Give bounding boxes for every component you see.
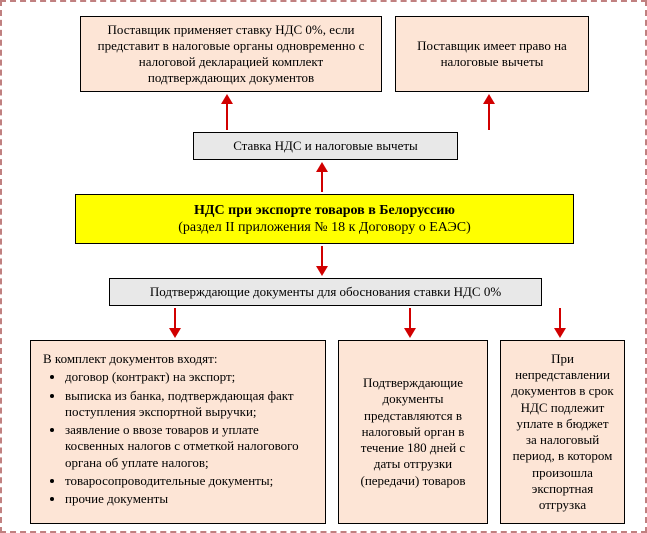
- arrow: [404, 308, 416, 338]
- arrow: [316, 246, 328, 276]
- list-item: товаросопроводительные документы;: [65, 473, 313, 489]
- main-title: НДС при экспорте товаров в Белоруссию: [86, 202, 563, 220]
- diagram-canvas: Поставщик применяет ставку НДС 0%, если …: [0, 0, 647, 533]
- arrow: [169, 308, 181, 338]
- node-main: НДС при экспорте товаров в Белоруссию (р…: [75, 194, 574, 244]
- node-rate-deduct: Ставка НДС и налоговые вычеты: [193, 132, 458, 160]
- node-penalty: При непредставлении документов в срок НД…: [500, 340, 625, 524]
- list-item: прочие документы: [65, 491, 313, 507]
- arrow: [316, 162, 328, 192]
- node-docs-list: В комплект документов входят: договор (к…: [30, 340, 326, 524]
- list-item: выписка из банка, подтверждающая факт по…: [65, 388, 313, 421]
- main-subtitle: (раздел II приложения № 18 к Договору о …: [86, 219, 563, 237]
- list-item: договор (контракт) на экспорт;: [65, 369, 313, 385]
- docs-list-heading: В комплект документов входят:: [43, 351, 313, 367]
- node-deadline: Подтверждающие документы представляются …: [338, 340, 488, 524]
- arrow: [554, 308, 566, 338]
- node-docs-header: Подтверждающие документы для обоснования…: [109, 278, 542, 306]
- docs-list-items: договор (контракт) на экспорт; выписка и…: [43, 369, 313, 509]
- node-supplier-deduct: Поставщик имеет право на налоговые вычет…: [395, 16, 589, 92]
- arrow: [221, 94, 233, 130]
- arrow: [483, 94, 495, 130]
- list-item: заявление о ввозе товаров и уплате косве…: [65, 422, 313, 471]
- node-supplier-rate: Поставщик применяет ставку НДС 0%, если …: [80, 16, 382, 92]
